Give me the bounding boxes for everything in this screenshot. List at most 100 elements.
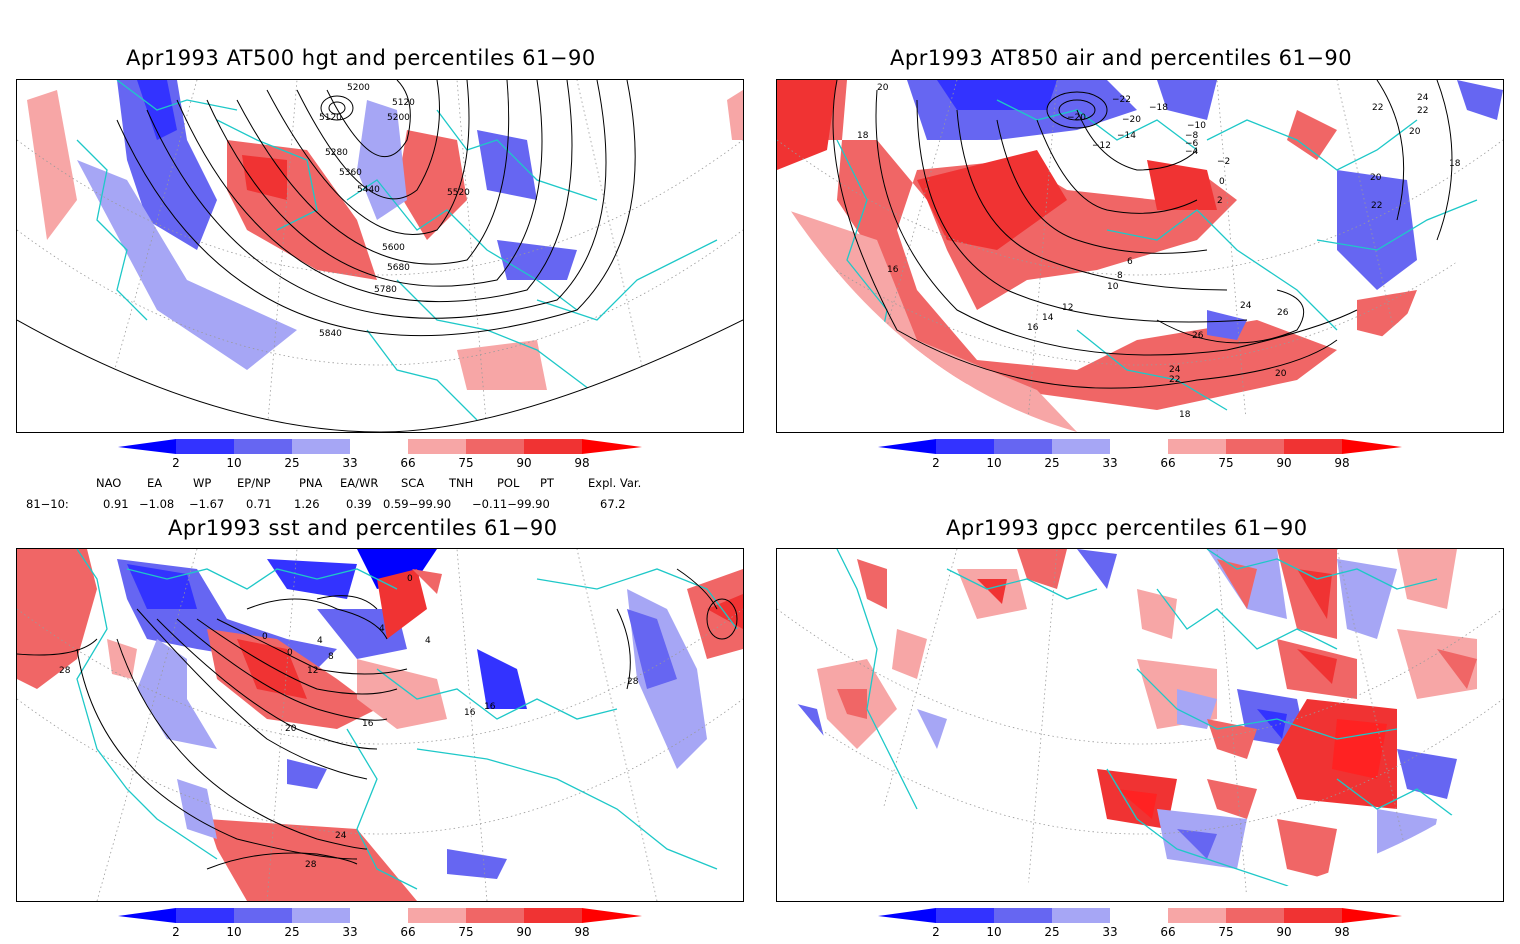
svg-text:24: 24 bbox=[1169, 365, 1181, 375]
svg-text:4: 4 bbox=[379, 624, 385, 634]
height-contours bbox=[116, 80, 636, 337]
idx-val-eawr: 0.39 bbox=[346, 497, 372, 511]
svg-text:28: 28 bbox=[627, 677, 639, 687]
shade-red bbox=[777, 80, 1337, 410]
shade-red bbox=[17, 549, 97, 689]
svg-text:5680: 5680 bbox=[387, 263, 410, 273]
contour-labels: 28 0 0 4 8 12 16 20 24 28 4 16 16 28 0 4 bbox=[59, 574, 639, 870]
shade-red-light bbox=[357, 659, 447, 729]
idx-header-pna: PNA bbox=[299, 476, 323, 490]
svg-text:8: 8 bbox=[1117, 271, 1123, 281]
shade-red-light bbox=[457, 340, 547, 390]
map-at850: 20 18 −22 −18 −20 −20 −14 −12 −10 −8 −6 … bbox=[777, 80, 1503, 432]
shade-blue-light bbox=[137, 639, 217, 749]
svg-text:−2: −2 bbox=[1217, 157, 1230, 167]
idx-val-pol: −0.11−99.90 bbox=[472, 497, 550, 511]
idx-val-epnp: 0.71 bbox=[246, 497, 272, 511]
svg-text:28: 28 bbox=[59, 666, 71, 676]
svg-text:18: 18 bbox=[1449, 159, 1461, 169]
idx-header-pt: PT bbox=[540, 476, 554, 490]
shade-blue bbox=[117, 80, 217, 250]
shade-blue bbox=[1157, 80, 1217, 120]
svg-text:20: 20 bbox=[1409, 127, 1421, 137]
svg-text:0: 0 bbox=[1219, 177, 1225, 187]
idx-header-sca: SCA bbox=[401, 476, 425, 490]
svg-text:−4: −4 bbox=[1185, 147, 1199, 157]
svg-text:98: 98 bbox=[1334, 456, 1349, 470]
shade-blue bbox=[1457, 80, 1503, 120]
svg-text:0: 0 bbox=[287, 648, 293, 658]
svg-text:−20: −20 bbox=[1122, 115, 1141, 125]
idx-row-label: 81−10: bbox=[26, 497, 69, 511]
svg-text:2: 2 bbox=[1217, 196, 1223, 206]
idx-header-epnp: EP/NP bbox=[237, 476, 271, 490]
shade-blue-dark bbox=[477, 649, 527, 709]
coastlines bbox=[76, 80, 718, 421]
panel-title-at850: Apr1993 AT850 air and percentiles 61−90 bbox=[890, 46, 1353, 70]
svg-text:33: 33 bbox=[1102, 925, 1117, 939]
svg-text:5200: 5200 bbox=[347, 83, 370, 93]
shade-red-dark bbox=[242, 155, 287, 200]
graticule bbox=[777, 549, 1503, 901]
map-at500: 5200 5120 5120 5200 5280 5360 5440 5520 … bbox=[17, 80, 743, 432]
svg-text:18: 18 bbox=[1179, 410, 1191, 420]
svg-text:−20: −20 bbox=[1067, 113, 1086, 123]
shade-red bbox=[1287, 110, 1337, 160]
svg-text:24: 24 bbox=[335, 831, 347, 841]
svg-text:5120: 5120 bbox=[392, 98, 415, 108]
svg-text:20: 20 bbox=[1370, 173, 1382, 183]
shade-red-dark bbox=[1147, 160, 1217, 210]
svg-text:14: 14 bbox=[1042, 313, 1054, 323]
svg-text:20: 20 bbox=[285, 724, 297, 734]
shade-blue bbox=[447, 849, 507, 879]
svg-text:28: 28 bbox=[305, 860, 317, 870]
svg-text:75: 75 bbox=[1218, 925, 1233, 939]
idx-val-ea: −1.08 bbox=[139, 497, 175, 511]
svg-text:10: 10 bbox=[226, 925, 241, 939]
svg-text:8: 8 bbox=[328, 652, 334, 662]
svg-text:12: 12 bbox=[1062, 303, 1073, 313]
colorbar-swatches: 2 10 25 33 66 75 90 98 bbox=[118, 908, 642, 939]
svg-text:25: 25 bbox=[284, 925, 299, 939]
svg-text:98: 98 bbox=[574, 925, 589, 939]
svg-text:2: 2 bbox=[932, 925, 940, 939]
svg-text:24: 24 bbox=[1417, 93, 1429, 103]
idx-header-wp: WP bbox=[193, 476, 212, 490]
coastlines bbox=[76, 549, 738, 890]
shade-red-light bbox=[27, 90, 77, 240]
map-panel-gpcc bbox=[776, 548, 1504, 902]
svg-text:26: 26 bbox=[1277, 308, 1289, 318]
svg-text:−6: −6 bbox=[1185, 139, 1199, 149]
coastlines bbox=[836, 99, 1478, 411]
colorbar-at850: 2 10 25 33 66 75 90 98 bbox=[876, 439, 1404, 471]
idx-header-nao: NAO bbox=[96, 476, 122, 490]
svg-text:5520: 5520 bbox=[447, 188, 470, 198]
colorbar-swatches: 2 10 25 33 66 75 90 98 bbox=[878, 908, 1402, 939]
shade-red bbox=[207, 819, 417, 901]
svg-text:90: 90 bbox=[516, 456, 531, 470]
shade-blue bbox=[477, 130, 537, 200]
idx-val-explvar: 67.2 bbox=[600, 497, 626, 511]
idx-header-eawr: EA/WR bbox=[340, 476, 379, 490]
map-panel-at850-air: 20 18 −22 −18 −20 −20 −14 −12 −10 −8 −6 … bbox=[776, 79, 1504, 433]
shade-blue bbox=[627, 609, 677, 689]
svg-text:−14: −14 bbox=[1117, 131, 1136, 141]
svg-text:75: 75 bbox=[1218, 456, 1233, 470]
svg-text:16: 16 bbox=[1027, 323, 1039, 333]
graticule bbox=[17, 80, 743, 432]
svg-text:6: 6 bbox=[1127, 257, 1133, 267]
map-panel-at500-hgt: 5200 5120 5120 5200 5280 5360 5440 5520 … bbox=[16, 79, 744, 433]
svg-text:−22: −22 bbox=[1112, 95, 1131, 105]
svg-text:66: 66 bbox=[1160, 456, 1175, 470]
svg-text:16: 16 bbox=[484, 702, 496, 712]
shade-red-dark bbox=[237, 639, 307, 699]
svg-text:20: 20 bbox=[877, 83, 889, 93]
svg-text:33: 33 bbox=[342, 456, 357, 470]
svg-text:−12: −12 bbox=[1092, 141, 1111, 151]
svg-text:66: 66 bbox=[400, 456, 415, 470]
svg-text:66: 66 bbox=[1160, 925, 1175, 939]
panel-title-gpcc: Apr1993 gpcc percentiles 61−90 bbox=[946, 516, 1308, 540]
svg-text:0: 0 bbox=[407, 574, 413, 584]
svg-text:10: 10 bbox=[986, 456, 1001, 470]
idx-val-pna: 1.26 bbox=[294, 497, 320, 511]
